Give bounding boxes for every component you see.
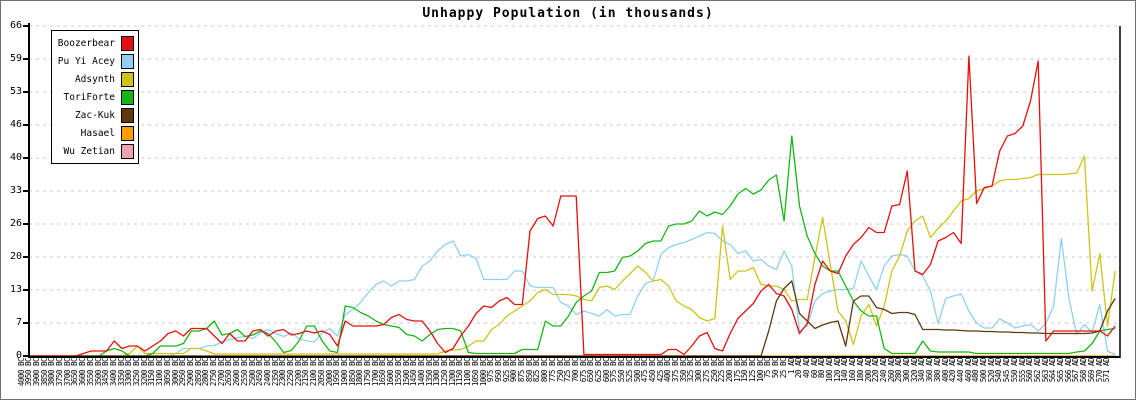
legend-label: Pu Yi Acey: [57, 55, 115, 67]
y-axis-tick: [23, 157, 29, 159]
legend-swatch-icon: [121, 125, 134, 141]
y-axis-tick: [23, 223, 29, 225]
legend-swatch-icon: [121, 107, 134, 123]
legend-label: Hasael: [80, 127, 115, 139]
y-axis-tick: [23, 91, 29, 93]
series-line-pu-yi-acey: [29, 231, 1116, 357]
legend-label: Wu Zetian: [63, 145, 115, 157]
y-axis-label: 33: [9, 185, 22, 196]
y-axis-tick: [23, 58, 29, 60]
legend: Boozerbear Pu Yi Acey Adsynth ToriForte Zac-…: [51, 30, 139, 164]
legend-swatch-icon: [121, 71, 134, 87]
y-axis-tick: [23, 124, 29, 126]
y-axis-tick: [23, 289, 29, 291]
y-axis-label: 20: [9, 251, 22, 262]
y-axis-label: 53: [9, 86, 22, 97]
y-axis-label: 59: [9, 53, 22, 64]
legend-swatch-icon: [121, 89, 134, 105]
y-axis-tick: [23, 256, 29, 258]
x-axis-label: 571 AD: [1102, 358, 1112, 383]
legend-label: ToriForte: [63, 91, 115, 103]
y-axis-tick: [23, 355, 29, 357]
y-axis-label: 13: [9, 284, 22, 295]
legend-item-adsynth: Adsynth: [52, 70, 138, 88]
legend-item-zac-kuk: Zac-Kuk: [52, 106, 138, 124]
legend-label: Adsynth: [74, 73, 115, 85]
legend-label: Zac-Kuk: [74, 109, 115, 121]
y-axis-label: 40: [9, 152, 22, 163]
y-axis-label: 7: [15, 317, 22, 328]
chart-title: Unhappy Population (in thousands): [422, 6, 714, 21]
y-axis-label: 0: [15, 350, 22, 361]
series-line-zac-kuk: [29, 280, 1116, 357]
series-line-toriforte: [29, 135, 1116, 357]
legend-label: Boozerbear: [57, 37, 115, 49]
legend-swatch-icon: [121, 53, 134, 69]
legend-item-hasael: Hasael: [52, 124, 138, 142]
y-axis-label: 26: [9, 218, 22, 229]
legend-item-boozerbear: Boozerbear: [52, 34, 138, 52]
legend-swatch-icon: [121, 143, 134, 159]
series-line-boozerbear: [29, 55, 1116, 357]
y-axis-tick: [23, 190, 29, 192]
legend-item-toriforte: ToriForte: [52, 88, 138, 106]
y-axis-tick: [23, 322, 29, 324]
y-axis-tick: [23, 25, 29, 27]
series-line-adsynth: [29, 155, 1116, 357]
legend-swatch-icon: [121, 35, 134, 51]
y-axis-label: 66: [9, 20, 22, 31]
legend-item-wu-zetian: Wu Zetian: [52, 142, 138, 160]
legend-item-pu-yi-acey: Pu Yi Acey: [52, 52, 138, 70]
y-axis-label: 46: [9, 119, 22, 130]
